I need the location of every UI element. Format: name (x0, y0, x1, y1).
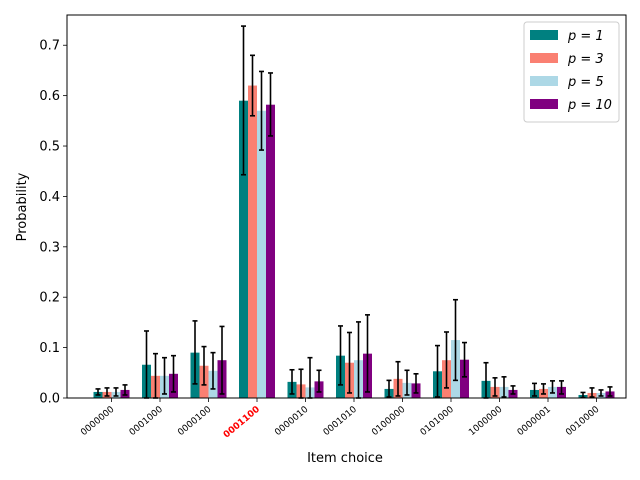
error-bar-0100000-series-4 (413, 373, 419, 394)
legend-label-series-1: p = 1 (567, 29, 604, 44)
error-bar-0000100-series-2 (201, 345, 207, 386)
error-bar-1000000-series-3 (501, 376, 507, 398)
error-bar-0001100-series-1 (241, 25, 246, 176)
error-bar-0100000-series-1 (386, 379, 392, 398)
error-bar-0000000-series-2 (104, 387, 110, 397)
y-tick-label: 0.4 (39, 190, 60, 205)
error-bar-0000001-series-1 (532, 382, 537, 397)
x-tick-label-0100000: 0100000 (370, 404, 407, 438)
error-bar-0001010-series-2 (347, 331, 352, 394)
x-tick-label-0000001: 0000001 (516, 405, 553, 438)
x-tick-label-0000100: 0000100 (176, 404, 213, 438)
error-bar-0101000-series-3 (453, 298, 458, 382)
legend-box (523, 21, 620, 123)
error-bar-0001100-series-2 (250, 54, 255, 117)
error-bar-0100000-series-3 (404, 369, 410, 396)
y-tick-label: 0.1 (39, 341, 60, 356)
y-tick-label: 0.6 (39, 89, 60, 104)
error-bar-0010000-series-3 (598, 389, 604, 397)
x-tick-label-0000010: 0000010 (273, 404, 310, 438)
legend-swatch-series-2 (530, 53, 558, 63)
x-tick-label-1000000: 1000000 (467, 404, 504, 438)
y-tick-label: 0.3 (39, 240, 60, 255)
x-tick-label-0101000: 0101000 (419, 404, 456, 438)
error-bar-0001000-series-4 (171, 354, 176, 393)
legend-label-series-4: p = 10 (567, 98, 612, 113)
bar-0001100-series-4 (266, 104, 275, 398)
error-bar-0101000-series-2 (444, 331, 449, 389)
error-bars-layer (95, 25, 613, 399)
error-bar-0001010-series-4 (365, 314, 370, 393)
y-tick-label: 0.2 (39, 291, 60, 306)
legend-swatch-series-3 (530, 76, 558, 86)
error-bar-0000000-series-1 (95, 388, 101, 396)
error-bar-0010000-series-4 (607, 386, 613, 397)
error-bar-0010000-series-2 (589, 387, 595, 398)
error-bar-0001000-series-3 (162, 356, 167, 395)
error-bar-0000100-series-4 (219, 325, 225, 395)
error-bar-0000000-series-4 (122, 384, 128, 396)
error-bar-0000100-series-3 (210, 351, 216, 390)
legend: p = 1 p = 3 p = 5 p = 10 (523, 21, 620, 123)
error-bar-1000000-series-4 (510, 385, 516, 395)
error-bar-0101000-series-4 (462, 341, 467, 378)
error-bar-0000010-series-1 (289, 368, 295, 395)
legend-swatch-series-1 (530, 30, 558, 40)
error-bar-0000001-series-3 (550, 380, 555, 394)
x-tick-label-0000000: 0000000 (79, 404, 116, 438)
error-bar-0000001-series-4 (559, 380, 564, 395)
x-tick-label-0010000: 0010000 (564, 404, 601, 438)
bar-0101000-series-4 (460, 359, 469, 398)
bar-0001100-series-3 (257, 110, 266, 398)
error-bar-0100000-series-2 (395, 360, 401, 397)
error-bar-0000100-series-1 (192, 320, 198, 385)
x-axis-title: Item choice (307, 451, 383, 466)
legend-swatch-series-4 (530, 99, 558, 109)
y-axis-title: Probability (15, 172, 30, 241)
legend-label-series-3: p = 5 (567, 75, 604, 90)
bar-0001100-series-1 (239, 100, 248, 399)
legend-label-series-2: p = 3 (567, 52, 604, 67)
error-bar-0000001-series-2 (541, 383, 546, 395)
bar-0001100-series-2 (248, 85, 257, 399)
x-tick-label-0001000: 0001000 (128, 404, 165, 438)
x-tick-label-0001010: 0001010 (322, 404, 359, 438)
axes-frame (66, 14, 627, 399)
x-tick-label-0001100: 0001100 (222, 405, 262, 441)
bars-layer (93, 85, 615, 399)
error-bar-0001100-series-3 (259, 70, 264, 151)
error-bar-0101000-series-1 (435, 344, 440, 398)
y-tick-label: 0.0 (39, 392, 60, 407)
error-bar-0001100-series-4 (268, 72, 273, 137)
error-bar-0001010-series-1 (338, 325, 343, 386)
error-bar-0000000-series-3 (113, 387, 119, 397)
error-bar-0010000-series-1 (580, 391, 586, 399)
y-tick-label: 0.7 (39, 39, 60, 54)
y-tick-label: 0.5 (39, 140, 60, 155)
error-bar-0000010-series-4 (316, 369, 322, 393)
error-bar-1000000-series-2 (492, 377, 498, 397)
